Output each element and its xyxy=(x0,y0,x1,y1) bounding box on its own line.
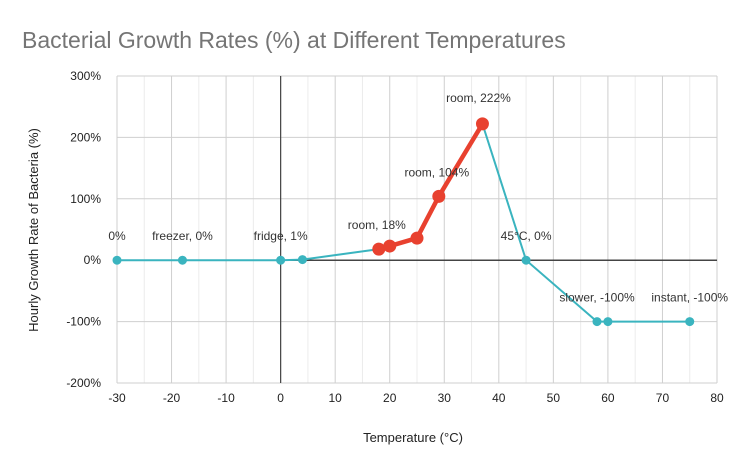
data-point-room xyxy=(432,189,446,203)
y-tick-label: 100% xyxy=(70,192,101,206)
grid xyxy=(116,75,718,384)
x-tick-label: 10 xyxy=(329,391,343,405)
y-tick-label: 0% xyxy=(84,253,102,267)
x-axis-label: Temperature (°C) xyxy=(363,430,463,445)
data-label: 0% xyxy=(108,229,126,243)
data-label: room, 222% xyxy=(446,91,511,105)
data-point-room xyxy=(372,242,386,256)
data-point-room xyxy=(475,117,489,131)
data-point-room xyxy=(383,239,397,253)
data-point-all xyxy=(177,255,187,265)
y-tick-label: -100% xyxy=(66,315,101,329)
series xyxy=(112,117,695,327)
data-point-all xyxy=(592,317,602,327)
data-point-all xyxy=(685,317,695,327)
annotations: 0% freezer, 0% fridge, 1% room, 18% room, 10… xyxy=(108,91,728,305)
y-axis-label: Hourly Growth Rate of Bacteria (%) xyxy=(26,128,41,332)
data-point-all xyxy=(276,255,286,265)
x-tick-label: -10 xyxy=(217,391,235,405)
data-label: instant, -100% xyxy=(651,291,728,305)
x-tick-label: 40 xyxy=(492,391,506,405)
y-tick-label: -200% xyxy=(66,376,101,390)
tick-labels: -200%-100%0%100%200%300%-30 -20 -10 0 10 20 30… xyxy=(66,69,724,405)
data-label: fridge, 1% xyxy=(254,229,308,243)
x-tick-label: 70 xyxy=(656,391,670,405)
data-label: 45°C, 0% xyxy=(501,229,552,243)
data-point-all xyxy=(603,317,613,327)
x-tick-label: 60 xyxy=(601,391,615,405)
data-label: room, 18% xyxy=(348,218,406,232)
chart-title: Bacterial Growth Rates (%) at Different … xyxy=(22,27,566,53)
data-point-all xyxy=(521,255,531,265)
data-label: slower, -100% xyxy=(559,291,635,305)
x-tick-label: 50 xyxy=(547,391,561,405)
x-tick-label: 80 xyxy=(710,391,724,405)
data-point-all xyxy=(112,255,122,265)
y-tick-label: 200% xyxy=(70,130,101,144)
data-label: freezer, 0% xyxy=(152,229,213,243)
data-point-room xyxy=(410,231,424,245)
x-tick-label: -20 xyxy=(163,391,181,405)
data-point-all xyxy=(297,255,307,265)
x-tick-label: 20 xyxy=(383,391,397,405)
y-tick-label: 300% xyxy=(70,69,101,83)
x-tick-label: 30 xyxy=(438,391,452,405)
data-label: room, 104% xyxy=(404,165,469,179)
x-tick-label: -30 xyxy=(108,391,126,405)
x-tick-label: 0 xyxy=(277,391,284,405)
